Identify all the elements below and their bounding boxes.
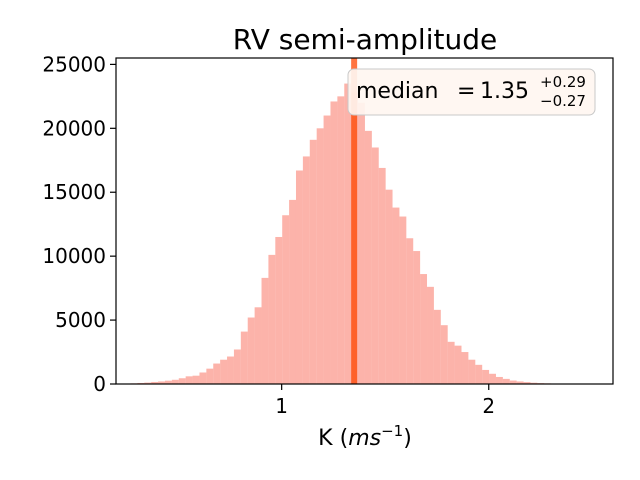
histogram-bar	[289, 199, 296, 384]
histogram-bar	[247, 317, 255, 384]
histogram-bar	[240, 331, 248, 384]
y-tick-label: 15000	[42, 180, 106, 204]
x-tick-label: 1	[275, 394, 288, 418]
histogram-bar	[282, 215, 290, 384]
histogram-bar	[220, 359, 228, 384]
histogram-bar	[302, 156, 310, 384]
x-tick-label: 2	[482, 394, 495, 418]
histogram-bar	[199, 372, 207, 384]
legend-box: median = 1.35 +0.29 −0.27	[347, 68, 596, 116]
histogram-bar	[420, 274, 428, 384]
histogram-bar	[337, 96, 345, 385]
histogram-bars	[130, 83, 552, 385]
histogram-bar	[433, 309, 441, 384]
legend-background	[347, 68, 596, 116]
histogram-bar	[392, 207, 400, 384]
legend-equals: =	[457, 79, 475, 104]
histogram-bar	[523, 382, 531, 384]
histogram-bar	[323, 115, 331, 384]
histogram-bar	[254, 307, 262, 384]
y-tick-label: 25000	[42, 52, 106, 76]
legend-median-value: 1.35	[480, 79, 529, 104]
legend-lower-error: −0.27	[540, 92, 586, 110]
histogram-bar	[399, 216, 407, 384]
legend-upper-error: +0.29	[540, 73, 586, 91]
plot-area-frame	[115, 57, 614, 385]
histogram-bar	[213, 363, 221, 384]
histogram-bar	[364, 130, 372, 384]
chart-title: RV semi-amplitude	[233, 23, 497, 56]
histogram-bar	[516, 381, 524, 384]
histogram-bar	[502, 378, 510, 384]
histogram-bar	[447, 341, 455, 384]
histogram-bar	[261, 277, 269, 384]
y-tick-label: 20000	[42, 116, 106, 140]
histogram-bar	[344, 83, 352, 384]
histogram-bar	[227, 356, 234, 384]
histogram-bar	[178, 378, 186, 384]
histogram-bar	[144, 382, 152, 384]
histogram-bar	[454, 345, 462, 384]
histogram-bar	[268, 254, 276, 384]
y-tick-label: 0	[93, 372, 106, 396]
y-tick-label: 10000	[42, 244, 106, 268]
histogram-bar	[330, 101, 338, 384]
histogram-bar	[530, 382, 538, 384]
histogram-bar	[185, 376, 193, 384]
histogram-bar	[427, 286, 434, 384]
histogram-bar	[482, 369, 490, 384]
histogram-bar	[475, 364, 483, 384]
histogram-bar	[440, 325, 448, 384]
histogram-bar	[233, 349, 241, 384]
x-axis-label: K (ms−1)	[318, 422, 412, 451]
histogram-bar	[461, 352, 469, 384]
histogram-bar	[192, 375, 200, 384]
histogram-bar	[468, 359, 476, 384]
legend-median-label: median	[356, 79, 438, 104]
y-tick-label: 5000	[55, 308, 106, 332]
histogram-bar	[489, 373, 496, 384]
histogram-bar	[316, 128, 324, 384]
histogram-bar	[378, 167, 386, 384]
histogram-bar	[164, 380, 172, 384]
histogram-bar	[358, 102, 365, 385]
histogram-bar	[171, 379, 179, 384]
histogram-bar	[385, 189, 393, 384]
histogram-bar	[413, 251, 421, 384]
histogram-bar	[371, 147, 379, 384]
y-axis: 0 5000 10000 15000 20000 25000	[42, 52, 116, 396]
histogram-bar	[151, 381, 159, 384]
histogram-bar	[495, 376, 503, 384]
histogram-bar	[295, 170, 303, 384]
histogram-bar	[509, 380, 517, 384]
histogram-bar	[309, 139, 317, 384]
histogram-bar	[206, 368, 214, 384]
histogram-bar	[406, 238, 414, 384]
histogram-bar	[275, 236, 283, 384]
histogram-bar	[158, 381, 165, 384]
